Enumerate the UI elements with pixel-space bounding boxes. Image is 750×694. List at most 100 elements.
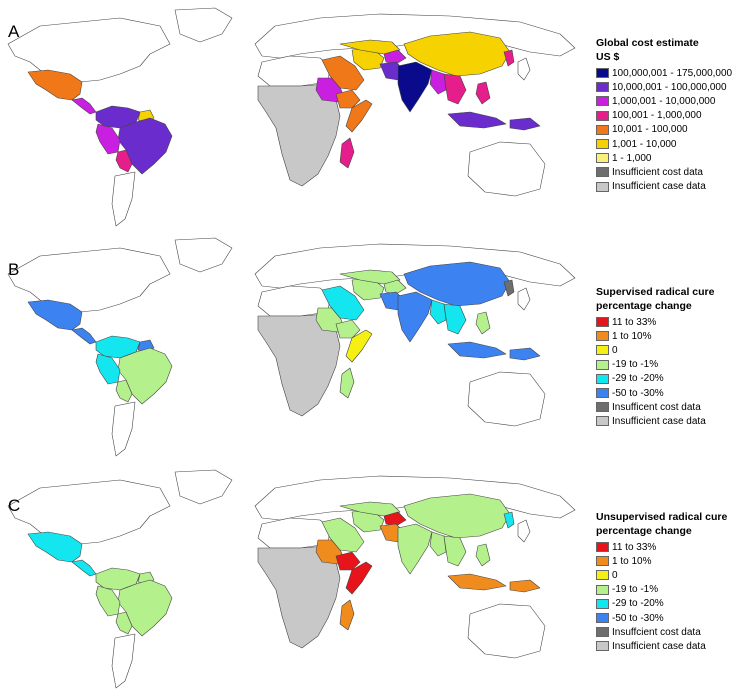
- region-australia: [467, 371, 546, 427]
- region-andes: [95, 353, 121, 385]
- region-australia: [467, 141, 546, 197]
- legend-item: 11 to 33%: [596, 315, 750, 329]
- legend-swatch: [596, 153, 609, 164]
- region-somalia: [345, 561, 373, 595]
- region-somalia: [345, 99, 373, 133]
- region-se-asia: [443, 303, 467, 335]
- region-bolivia: [115, 379, 133, 403]
- legend-title-line-2: US $: [596, 51, 620, 63]
- legend-swatch: [596, 542, 609, 553]
- region-philippines: [475, 81, 491, 105]
- legend-label: -19 to -1%: [612, 359, 659, 371]
- panel-letter: B: [8, 260, 20, 279]
- legend-title-line-2: percentage change: [596, 300, 692, 312]
- region-png: [509, 347, 541, 361]
- panel-letter: A: [8, 22, 20, 41]
- legend-item: -29 to -20%: [596, 597, 750, 611]
- legend-label: 11 to 33%: [612, 541, 657, 553]
- region-indonesia: [447, 111, 507, 129]
- legend-item: 1 to 10%: [596, 329, 750, 343]
- legend-a: Global cost estimate US $ 100,000,001 - …: [596, 36, 750, 194]
- region-india: [397, 61, 433, 113]
- legend-swatch: [596, 627, 609, 638]
- legend-swatch: [596, 570, 609, 581]
- legend-label: 100,000,001 - 175,000,000: [612, 67, 733, 79]
- legend-label: 1 to 10%: [612, 330, 652, 342]
- legend-title: Unsupervised radical cure percentage cha…: [596, 510, 750, 538]
- legend-swatch: [596, 124, 609, 135]
- region-se-asia: [443, 535, 467, 567]
- legend-swatch: [596, 416, 609, 427]
- region-japan: [517, 519, 531, 543]
- legend-item: 0: [596, 343, 750, 357]
- region-se-asia: [443, 73, 467, 105]
- legend-label: 1,000,001 - 10,000,000: [612, 95, 716, 107]
- region-japan: [517, 57, 531, 81]
- legend-label: -19 to -1%: [612, 584, 659, 596]
- legend-label: Insufficent cost data: [612, 401, 701, 413]
- panel-letter: C: [8, 496, 21, 515]
- legend-item: 1,000,001 - 10,000,000: [596, 94, 750, 108]
- legend-label: Insufficient case data: [612, 181, 706, 193]
- region-philippines: [475, 543, 491, 567]
- region-myanmar: [429, 299, 447, 325]
- region-greenland: [174, 237, 233, 273]
- region-horn: [335, 89, 361, 109]
- panel-b: B Supervised radical cure percentage cha…: [0, 228, 750, 458]
- region-central-asia: [339, 269, 401, 285]
- legend-label: Insufficient case data: [612, 640, 706, 652]
- legend-label: -29 to -20%: [612, 373, 664, 385]
- legend-swatch: [596, 345, 609, 356]
- legend-label: -29 to -20%: [612, 598, 664, 610]
- region-japan: [517, 287, 531, 311]
- legend-item: 1 to 10%: [596, 554, 750, 568]
- region-greenland: [174, 7, 233, 43]
- legend-item: -19 to -1%: [596, 358, 750, 372]
- region-bolivia: [115, 611, 133, 635]
- region-patagonia: [111, 401, 136, 457]
- region-brazil: [117, 579, 173, 637]
- world-map-a: [7, 7, 576, 227]
- legend-label: 0: [612, 569, 618, 581]
- region-png: [509, 579, 541, 593]
- legend-item: Insufficient cost data: [596, 165, 750, 179]
- region-north-america: [7, 479, 171, 549]
- region-central-america: [71, 559, 97, 577]
- legend-title-line-2: percentage change: [596, 525, 692, 537]
- region-madagascar: [339, 599, 355, 631]
- region-arabia: [321, 285, 365, 321]
- legend-item: 10,001 - 100,000: [596, 123, 750, 137]
- region-andes: [95, 123, 121, 155]
- region-philippines: [475, 311, 491, 335]
- legend-item: Insuffcient cost data: [596, 625, 750, 639]
- region-bolivia: [115, 149, 133, 173]
- region-patagonia: [111, 171, 136, 227]
- legend-item: -29 to -20%: [596, 372, 750, 386]
- legend-label: 10,001 - 100,000: [612, 124, 688, 136]
- legend-label: 1 to 10%: [612, 555, 652, 567]
- region-indonesia: [447, 341, 507, 359]
- legend-label: 10,000,001 - 100,000,000: [612, 81, 727, 93]
- region-north-america: [7, 17, 171, 87]
- legend-item: -50 to -30%: [596, 386, 750, 400]
- legend-label: Insuffcient cost data: [612, 626, 701, 638]
- region-central-america: [71, 97, 97, 115]
- legend-label: -50 to -30%: [612, 612, 664, 624]
- legend-item: -50 to -30%: [596, 611, 750, 625]
- legend-swatch: [596, 139, 609, 150]
- legend-title-line-1: Supervised radical cure: [596, 286, 715, 298]
- legend-swatch: [596, 641, 609, 652]
- region-somalia: [345, 329, 373, 363]
- legend-swatch: [596, 82, 609, 93]
- region-madagascar: [339, 137, 355, 169]
- region-china: [403, 31, 511, 77]
- legend-item: Insufficient case data: [596, 639, 750, 653]
- legend-item: 11 to 33%: [596, 540, 750, 554]
- region-greenland: [174, 469, 233, 505]
- legend-b: Supervised radical cure percentage chang…: [596, 285, 750, 429]
- legend-label: 0: [612, 344, 618, 356]
- panel-c: C Unsupervised radical cure percentage c…: [0, 458, 750, 694]
- legend-c: Unsupervised radical cure percentage cha…: [596, 510, 750, 654]
- region-patagonia: [111, 633, 136, 689]
- region-north-america: [7, 247, 171, 317]
